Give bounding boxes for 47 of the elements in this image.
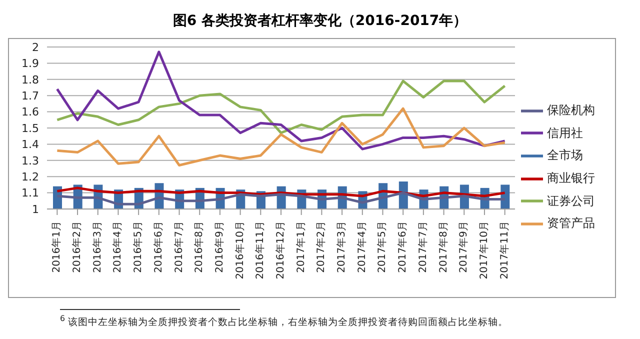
line-series — [56, 186, 506, 198]
line-series — [56, 50, 506, 150]
y-tick-label: 1.4 — [22, 138, 39, 152]
x-tick-label: 2016年7月 — [172, 221, 185, 273]
x-tick-label: 2016年12月 — [274, 221, 286, 280]
x-tick-label: 2017年3月 — [336, 221, 348, 273]
x-tick-label: 2017年10月 — [478, 221, 490, 280]
y-tick-label: 1.1 — [22, 186, 39, 200]
x-tick-label: 2016年11月 — [254, 221, 266, 280]
chart-title: 图6 各类投资者杠杆率变化（2016-2017年） — [172, 12, 468, 31]
legend-label: 资管产品 — [547, 216, 595, 230]
text: $^{6}$ 该图中左坐标轴为全质押投资者个数占比坐标轴，右坐标轴为全质押投资者待购回面额占比坐标轴。 — [60, 314, 508, 330]
x-tick-label: 2017年5月 — [376, 221, 388, 273]
x-tick-label: 2017年7月 — [416, 221, 429, 273]
y-tick-label: 1.6 — [22, 106, 39, 119]
y-tick-label: 2 — [32, 40, 39, 54]
y-tick-label: 1 — [32, 202, 39, 216]
legend-label: 证券公司 — [547, 194, 595, 208]
y-tick-label: 1.9 — [22, 57, 39, 70]
x-tick-label: 2016年6月 — [152, 221, 164, 273]
y-tick-label: 1.7 — [22, 90, 39, 103]
y-tick-label: 1.5 — [22, 122, 39, 135]
x-tick-label: 2016年5月 — [132, 221, 144, 273]
legend-label: 保险机构 — [547, 102, 595, 117]
x-tick-label: 2017年6月 — [396, 221, 409, 273]
x-tick-label: 2016年8月 — [193, 221, 206, 273]
x-tick-label: 2017年11月 — [498, 221, 510, 280]
x-tick-label: 2017年2月 — [315, 221, 328, 273]
line-series — [56, 107, 506, 167]
x-tick-label: 2016年9月 — [213, 221, 226, 273]
x-tick-label: 2016年2月 — [71, 221, 84, 273]
x-tick-label: 2017年4月 — [356, 221, 368, 273]
legend-label: 商业银行 — [547, 171, 595, 185]
x-tick-label: 2016年10月 — [234, 221, 246, 280]
y-tick-label: 1.8 — [22, 73, 39, 86]
line-series — [56, 192, 506, 206]
x-tick-label: 2017年1月 — [294, 221, 307, 273]
line-series — [56, 80, 506, 134]
x-tick-label: 2016年4月 — [112, 221, 124, 273]
legend-label: 信用社 — [547, 126, 583, 140]
x-tick-label: 2017年9月 — [458, 221, 470, 273]
y-tick-label: 1.3 — [22, 154, 39, 168]
x-tick-label: 2016年1月 — [50, 221, 63, 273]
x-tick-label: 2017年8月 — [437, 221, 450, 273]
y-tick-label: 1.2 — [22, 170, 39, 184]
legend-label: 全市场 — [547, 148, 583, 162]
x-tick-label: 2016年3月 — [91, 221, 104, 273]
